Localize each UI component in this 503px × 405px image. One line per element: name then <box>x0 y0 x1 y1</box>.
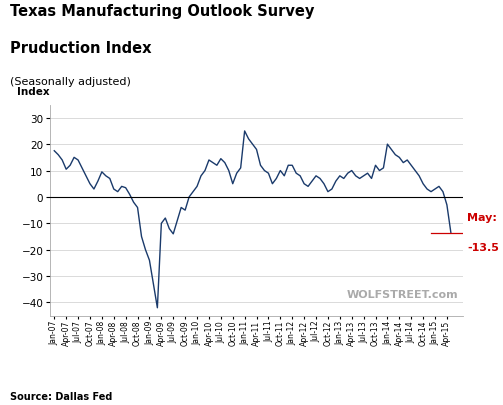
Text: Index: Index <box>17 87 50 97</box>
Text: Texas Manufacturing Outlook Survey: Texas Manufacturing Outlook Survey <box>10 4 314 19</box>
Text: Source: Dallas Fed: Source: Dallas Fed <box>10 391 113 401</box>
Text: May:: May: <box>467 213 497 222</box>
Text: WOLFSTREET.com: WOLFSTREET.com <box>347 289 459 299</box>
Text: (Seasonally adjusted): (Seasonally adjusted) <box>10 77 131 87</box>
Text: Pruduction Index: Pruduction Index <box>10 40 151 55</box>
Text: -13.5: -13.5 <box>467 242 499 252</box>
